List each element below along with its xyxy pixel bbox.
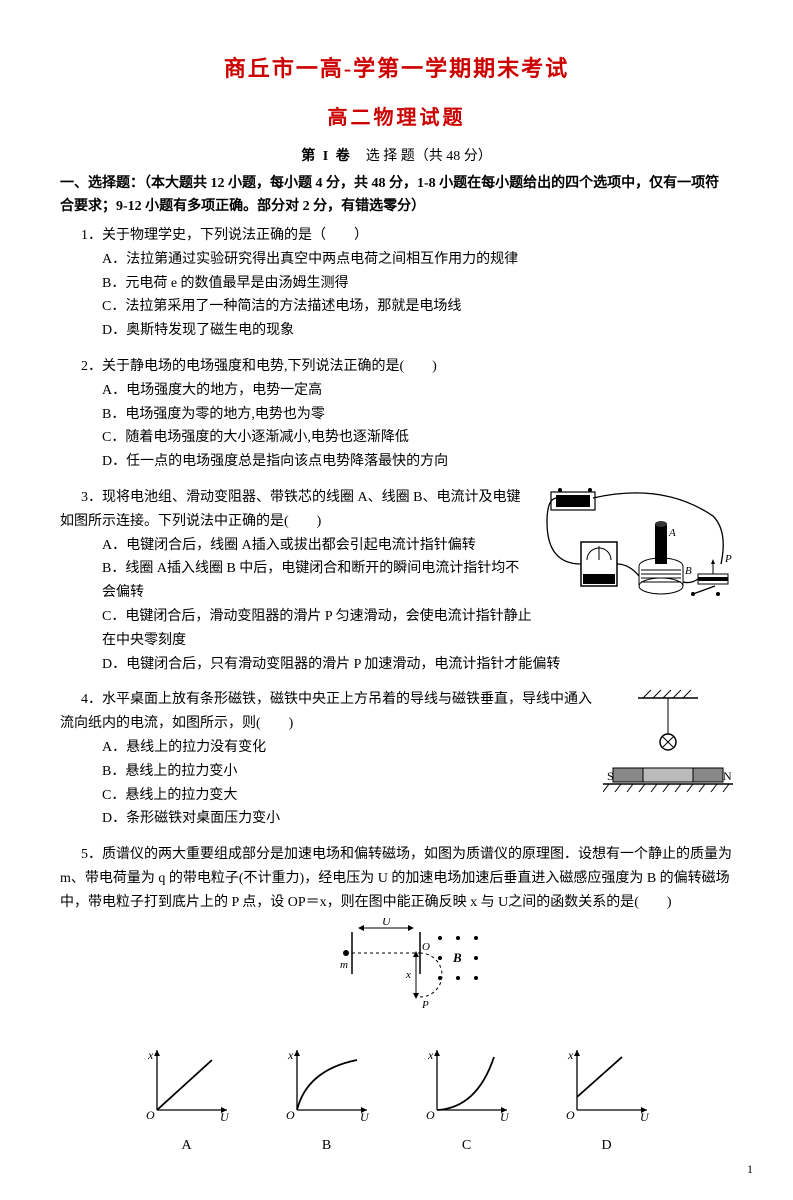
q1-opt-b: B．元电荷 e 的数值最早是由汤姆生测得 — [60, 272, 733, 296]
q1-stem: 1．关于物理学史，下列说法正确的是（ ） — [60, 224, 733, 248]
q5-fig-x: x — [405, 969, 411, 981]
q3-opt-c: C．电键闭合后，滑动变阻器的滑片 P 匀速滑动，会使电流计指针静止在中央零刻度 — [60, 605, 533, 653]
exam-page: 商丘市一高-学第一学期期末考试 高二物理试题 第 I 卷 选 择 题（共 48 … — [0, 0, 793, 1200]
svg-text:x: x — [427, 1048, 434, 1062]
q3-figure: A B P — [543, 486, 733, 653]
svg-text:O: O — [146, 1108, 155, 1122]
q4-opt-c: C．悬线上的拉力变大 — [60, 784, 593, 808]
svg-text:U: U — [500, 1110, 510, 1124]
question-2: 2．关于静电场的电场强度和电势,下列说法正确的是( ) A．电场强度大的地方，电… — [60, 355, 733, 474]
q5-graph-d: x U O D — [552, 1045, 662, 1158]
q5-graph-b-label: B — [272, 1134, 382, 1158]
q5-graph-a-label: A — [132, 1134, 242, 1158]
q3-fig-label-a: A — [668, 527, 676, 539]
svg-text:x: x — [567, 1048, 574, 1062]
q3-fig-label-p: P — [724, 553, 732, 565]
q4-opt-b: B．悬线上的拉力变小 — [60, 760, 593, 784]
page-number: 1 — [747, 1159, 753, 1179]
svg-text:O: O — [566, 1108, 575, 1122]
q5-figure: U m O P x — [340, 918, 490, 1027]
q4-stem: 4．水平桌面上放有条形磁铁，磁铁中央正上方吊着的导线与磁铁垂直，导线中通入流向纸… — [60, 688, 593, 736]
q5-fig-p: P — [421, 999, 429, 1011]
q2-opt-d: D．任一点的电场强度总是指向该点电势降落最快的方向 — [60, 450, 733, 474]
q2-opt-a: A．电场强度大的地方，电势一定高 — [60, 379, 733, 403]
volume-label: 第 I 卷 — [301, 149, 351, 164]
q4-fig-s: S — [607, 769, 614, 783]
svg-text:x: x — [287, 1048, 294, 1062]
svg-text:U: U — [220, 1110, 230, 1124]
volume-header: 第 I 卷 选 择 题（共 48 分） — [60, 145, 733, 169]
q5-graph-a: x U O A — [132, 1045, 242, 1158]
q4-opt-d: D．条形磁铁对桌面压力变小 — [60, 807, 593, 831]
svg-text:O: O — [286, 1108, 295, 1122]
q4-fig-n: N — [723, 769, 732, 783]
title-main: 商丘市一高-学第一学期期末考试 — [60, 50, 733, 87]
q5-fig-m: m — [340, 959, 348, 971]
q5-graph-b: x U O B — [272, 1045, 382, 1158]
q4-opt-a: A．悬线上的拉力没有变化 — [60, 736, 593, 760]
question-3: 3．现将电池组、滑动变阻器、带铁芯的线圈 A、线圈 B、电流计及电键如图所示连接… — [60, 486, 733, 676]
q4-figure: S N — [603, 688, 733, 831]
q3-opt-a: A．电键闭合后，线圈 A插入或拔出都会引起电流计指针偏转 — [60, 534, 533, 558]
q2-stem: 2．关于静电场的电场强度和电势,下列说法正确的是( ) — [60, 355, 733, 379]
q5-fig-u: U — [382, 918, 392, 928]
title-sub: 高二物理试题 — [60, 101, 733, 135]
question-1: 1．关于物理学史，下列说法正确的是（ ） A．法拉第通过实验研究得出真空中两点电… — [60, 224, 733, 343]
q2-opt-b: B．电场强度为零的地方,电势也为零 — [60, 403, 733, 427]
q5-graph-c-label: C — [412, 1134, 522, 1158]
instructions: 一、选择题：（本大题共 12 小题，每小题 4 分，共 48 分，1-8 小题在… — [60, 173, 733, 218]
q2-opt-c: C．随着电场强度的大小逐渐减小,电势也逐渐降低 — [60, 426, 733, 450]
svg-text:U: U — [640, 1110, 650, 1124]
question-4: 4．水平桌面上放有条形磁铁，磁铁中央正上方吊着的导线与磁铁垂直，导线中通入流向纸… — [60, 688, 733, 831]
q1-opt-c: C．法拉第采用了一种简洁的方法描述电场，那就是电场线 — [60, 295, 733, 319]
svg-text:O: O — [426, 1108, 435, 1122]
q5-stem: 5．质谱仪的两大重要组成部分是加速电场和偏转磁场，如图为质谱仪的原理图．设想有一… — [60, 843, 733, 914]
q5-fig-o: O — [422, 941, 430, 953]
volume-desc: 选 择 题（共 48 分） — [366, 149, 492, 164]
q3-fig-label-b: B — [685, 565, 692, 577]
q1-opt-d: D．奥斯特发现了磁生电的现象 — [60, 319, 733, 343]
q3-opt-b: B．线圈 A插入线圈 B 中后，电键闭合和断开的瞬间电流计指针均不会偏转 — [60, 557, 533, 605]
q3-stem: 3．现将电池组、滑动变阻器、带铁芯的线圈 A、线圈 B、电流计及电键如图所示连接… — [60, 486, 533, 534]
svg-text:x: x — [147, 1048, 154, 1062]
question-5: 5．质谱仪的两大重要组成部分是加速电场和偏转磁场，如图为质谱仪的原理图．设想有一… — [60, 843, 733, 1158]
q5-fig-b: B — [452, 950, 462, 965]
svg-text:U: U — [360, 1110, 370, 1124]
q3-opt-d: D．电键闭合后，只有滑动变阻器的滑片 P 加速滑动，电流计指针才能偏转 — [60, 653, 733, 677]
q1-opt-a: A．法拉第通过实验研究得出真空中两点电荷之间相互作用力的规律 — [60, 248, 733, 272]
q5-graph-d-label: D — [552, 1134, 662, 1158]
q5-graph-c: x U O C — [412, 1045, 522, 1158]
q5-graph-row: x U O A x U O B — [60, 1045, 733, 1158]
